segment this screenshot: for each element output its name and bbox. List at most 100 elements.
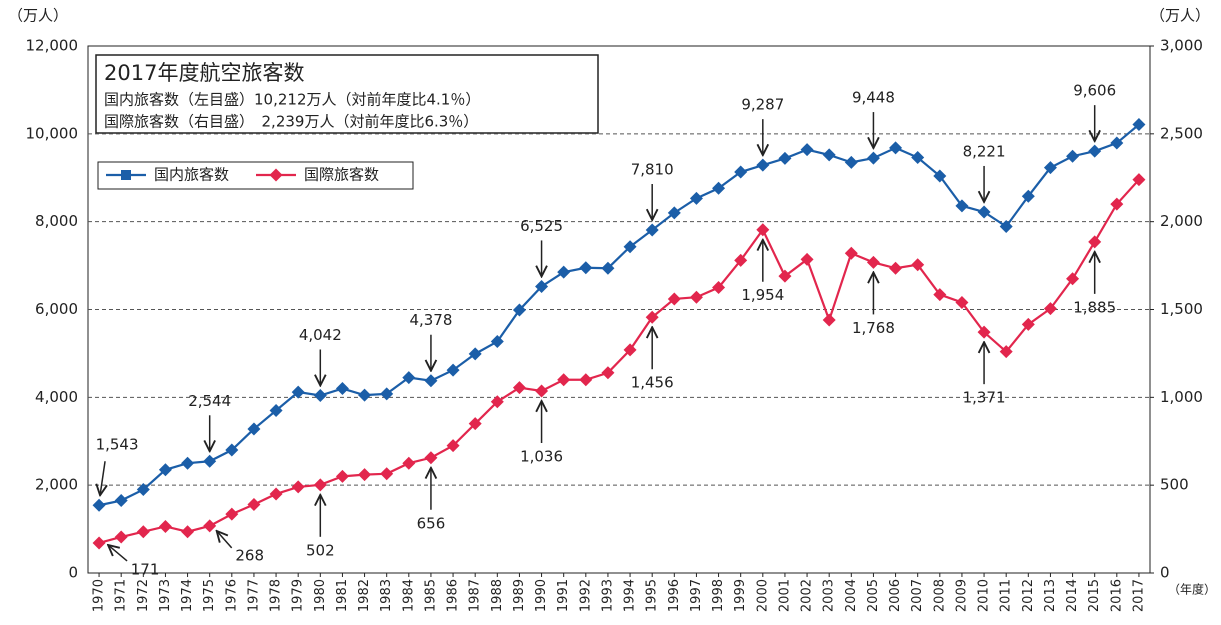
x-tick-label: 1988 — [490, 579, 505, 612]
data-point — [822, 313, 836, 327]
data-point — [999, 345, 1013, 359]
data-point — [579, 373, 593, 387]
x-tick-label: 1975 — [202, 579, 217, 612]
x-tick-label: 2012 — [1021, 579, 1036, 612]
data-point — [1021, 317, 1035, 331]
y-tick-label: 4,000 — [35, 388, 78, 406]
annotation-arrow — [100, 461, 105, 495]
x-tick-label: 1972 — [136, 579, 151, 612]
data-label: 6,525 — [520, 217, 563, 235]
y-tick-label: 6,000 — [35, 300, 78, 318]
y2-tick-label: 500 — [1160, 476, 1189, 494]
data-point — [557, 373, 571, 387]
y-tick-label: 0 — [68, 564, 78, 582]
data-point — [380, 467, 394, 481]
data-point — [734, 165, 748, 179]
legend-label: 国際旅客数 — [304, 166, 379, 184]
x-tick-label: 1971 — [114, 579, 129, 612]
y-tick-label: 12,000 — [26, 37, 79, 55]
series-line — [98, 178, 1140, 545]
data-point — [579, 261, 593, 275]
data-point — [689, 191, 703, 205]
x-tick-label: 2013 — [1043, 579, 1058, 612]
data-label: 268 — [235, 546, 264, 564]
data-point — [225, 443, 239, 457]
data-point — [535, 279, 549, 293]
data-point — [1132, 173, 1146, 187]
data-label: 502 — [306, 541, 335, 559]
data-label: 9,448 — [852, 89, 895, 107]
x-tick-label: 1993 — [600, 579, 615, 612]
data-point — [844, 155, 858, 169]
data-label: 1,885 — [1073, 298, 1116, 316]
data-point — [623, 240, 637, 254]
x-tick-label: 1999 — [733, 579, 748, 612]
data-point — [358, 388, 372, 402]
info-line: 国際旅客数（右目盛） 2,239万人（対前年度比6.3％） — [104, 113, 478, 131]
data-point — [269, 487, 283, 501]
data-label: 9,606 — [1073, 82, 1116, 100]
data-point — [844, 246, 858, 260]
x-tick-label: 1997 — [689, 579, 704, 612]
x-tick-label: 1982 — [357, 579, 372, 612]
data-point — [313, 388, 327, 402]
data-label: 2,544 — [188, 392, 231, 410]
data-label: 1,954 — [741, 286, 784, 304]
x-tick-label: 1998 — [711, 579, 726, 612]
x-tick-label: 1987 — [468, 579, 483, 612]
y-tick-label: 10,000 — [26, 124, 79, 142]
data-point — [203, 454, 217, 468]
data-point — [335, 382, 349, 396]
y2-tick-label: 1,000 — [1160, 388, 1203, 406]
data-point — [667, 292, 681, 306]
x-tick-label: 1979 — [291, 579, 306, 612]
y2-tick-label: 2,500 — [1160, 124, 1203, 142]
legend-marker — [269, 168, 283, 182]
data-point — [247, 497, 261, 511]
data-point — [468, 347, 482, 361]
data-point — [712, 181, 726, 195]
data-point — [756, 158, 770, 172]
y2-axis-label: （万人） — [1150, 7, 1210, 25]
data-point — [822, 148, 836, 162]
data-point — [114, 530, 128, 544]
x-tick-label: 1984 — [401, 579, 416, 612]
x-tick-label: 1996 — [667, 579, 682, 612]
data-point — [933, 169, 947, 183]
data-point — [977, 325, 991, 339]
data-point — [402, 371, 416, 385]
data-point — [889, 261, 903, 275]
x-tick-label: 1983 — [379, 579, 394, 612]
data-point — [181, 525, 195, 539]
data-point — [734, 253, 748, 267]
x-tick-label: 1978 — [269, 579, 284, 612]
y2-tick-label: 3,000 — [1160, 37, 1203, 55]
data-point — [800, 252, 814, 266]
data-point — [92, 498, 106, 512]
x-tick-label: 2009 — [954, 579, 969, 612]
data-point — [136, 525, 150, 539]
x-tick-label: 2008 — [932, 579, 947, 612]
legend-label: 国内旅客数 — [154, 166, 229, 184]
data-label: 1,371 — [963, 389, 1006, 407]
data-point — [1043, 161, 1057, 175]
x-tick-label: 1994 — [623, 579, 638, 612]
y-tick-label: 8,000 — [35, 212, 78, 230]
data-point — [756, 223, 770, 237]
data-point — [911, 258, 925, 272]
y-tick-label: 2,000 — [35, 476, 78, 494]
data-point — [712, 281, 726, 295]
data-point — [778, 269, 792, 283]
x-axis-label: （年度） — [1168, 582, 1216, 597]
data-point — [601, 366, 615, 380]
info-title: 2017年度航空旅客数 — [104, 61, 304, 85]
x-tick-label: 2002 — [800, 579, 815, 612]
x-tick-label: 2006 — [888, 579, 903, 612]
data-label: 4,378 — [409, 311, 452, 329]
data-point — [866, 255, 880, 269]
x-tick-label: 2011 — [999, 579, 1014, 612]
data-point — [158, 463, 172, 477]
data-label: 171 — [131, 560, 160, 578]
data-point — [181, 456, 195, 470]
